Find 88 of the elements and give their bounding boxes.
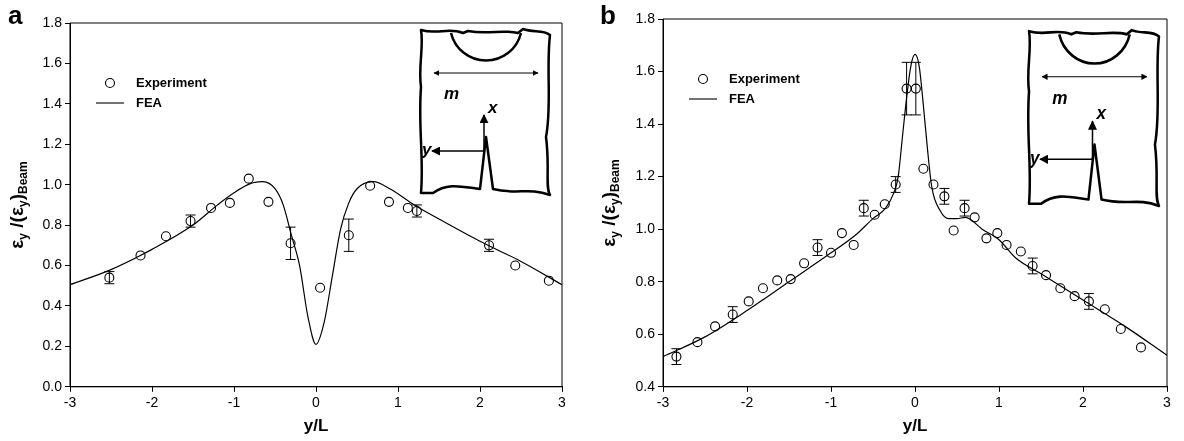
chart-title: b [600, 0, 616, 30]
x-tick-label: -3 [63, 394, 77, 411]
y-tick-label: 0.4 [42, 296, 63, 313]
x-tick-label: -1 [227, 394, 241, 411]
point [263, 196, 274, 207]
legend-label: FEA [136, 94, 163, 110]
y-tick-label: 0.2 [42, 337, 63, 354]
y-tick-label: 0.0 [42, 377, 63, 394]
point [757, 283, 769, 294]
point [315, 282, 326, 293]
x-axis-title: y/L [303, 416, 329, 436]
annotation: x [1095, 102, 1108, 124]
point [1099, 304, 1110, 315]
point [910, 83, 921, 94]
point [869, 209, 880, 220]
point [848, 239, 859, 250]
y-tick-label: 1.6 [635, 62, 656, 79]
point [981, 233, 992, 244]
point [160, 231, 171, 242]
point [879, 199, 890, 210]
annotation: m [1052, 87, 1068, 109]
annotation: y [1029, 147, 1041, 168]
point [918, 163, 929, 174]
x-tick-label: 2 [1079, 394, 1088, 411]
point [836, 228, 847, 239]
point [992, 228, 1003, 239]
point [365, 180, 376, 191]
point [710, 321, 721, 332]
x-tick-label: 3 [1163, 394, 1172, 411]
point [1015, 246, 1026, 257]
point [901, 83, 912, 94]
point [510, 260, 521, 271]
x-tick-label: 0 [911, 394, 920, 411]
y-tick-label: 0.8 [635, 272, 656, 289]
point [1001, 239, 1012, 250]
point [928, 179, 939, 190]
annotation: y [421, 140, 433, 159]
y-tick-label: 0.6 [635, 325, 656, 342]
point [402, 202, 413, 213]
y-tick-label: 0.6 [42, 256, 63, 273]
annotation: x [487, 98, 499, 117]
y-tick-label: 1.8 [635, 9, 656, 26]
point [1069, 291, 1080, 302]
point [135, 250, 146, 261]
annotation: m [444, 84, 460, 103]
x-tick-label: 2 [476, 394, 485, 411]
point [692, 337, 703, 348]
point [383, 196, 395, 207]
point [243, 173, 254, 184]
point [343, 230, 354, 241]
x-tick-label: 1 [995, 394, 1004, 411]
legend-label: FEA [729, 90, 756, 106]
y-tick-label: 1.0 [42, 175, 63, 192]
x-tick-label: 3 [558, 394, 567, 411]
y-tick-label: 0.4 [635, 377, 656, 394]
point [285, 238, 296, 249]
x-tick-label: -2 [740, 394, 754, 411]
point [799, 258, 810, 269]
point [969, 212, 980, 223]
y-tick-label: 1.2 [42, 135, 63, 152]
point [1135, 342, 1147, 353]
point [825, 247, 837, 258]
y-tick-label: 1.8 [42, 13, 63, 30]
x-axis-title: y/L [902, 416, 928, 436]
y-tick-label: 1.4 [635, 114, 656, 131]
y-tick-label: 0.8 [42, 215, 63, 232]
point [1115, 323, 1126, 335]
legend-label: Experiment [136, 74, 208, 90]
point [543, 275, 554, 286]
point [1040, 270, 1052, 281]
y-tick-label: 1.0 [635, 220, 656, 237]
x-tick-label: -2 [145, 394, 159, 411]
point [224, 197, 235, 208]
point [1055, 283, 1066, 294]
x-tick-label: 0 [312, 394, 321, 411]
point [948, 225, 959, 236]
y-tick-label: 1.4 [42, 94, 63, 111]
point [205, 202, 217, 213]
x-tick-label: 1 [394, 394, 403, 411]
y-tick-label: 1.6 [42, 54, 63, 71]
y-tick-label: 1.2 [635, 167, 656, 184]
point [785, 274, 796, 285]
x-tick-label: -1 [824, 394, 838, 411]
x-tick-label: -3 [656, 394, 670, 411]
legend-label: Experiment [729, 70, 801, 86]
point [772, 275, 783, 286]
point [743, 296, 754, 307]
chart-title: a [8, 0, 23, 30]
